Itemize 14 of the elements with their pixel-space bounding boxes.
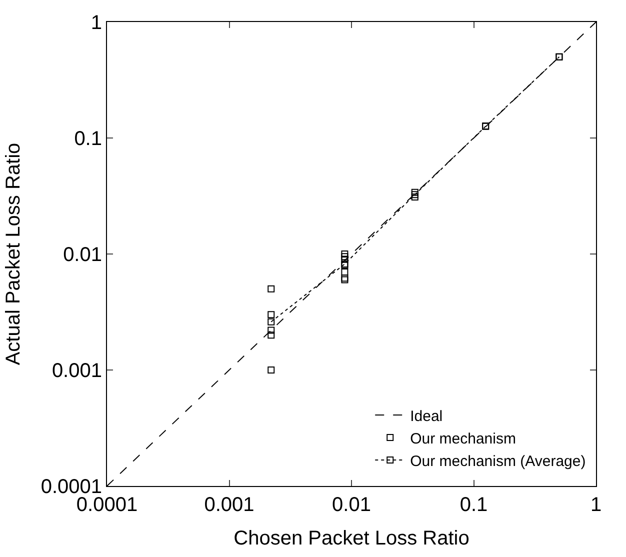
x-axis-title: Chosen Packet Loss Ratio (234, 528, 470, 550)
x-tick-label: 0.01 (332, 494, 371, 516)
y-axis-title: Actual Packet Loss Ratio (2, 142, 24, 366)
legend-label: Our mechanism (Average) (410, 452, 586, 470)
legend-label: Ideal (410, 408, 443, 425)
y-tick-label: 0.01 (63, 244, 102, 266)
legend-label: Our mechanism (410, 430, 516, 448)
y-tick-label: 0.001 (52, 360, 102, 382)
x-tick-label: 0.1 (460, 494, 488, 516)
y-tick-label: 1 (90, 12, 102, 34)
x-tick-label: 1 (590, 494, 602, 516)
y-tick-label: 0.1 (74, 128, 102, 150)
y-tick-label: 0.0001 (40, 476, 102, 498)
x-tick-label: 0.001 (204, 494, 254, 516)
